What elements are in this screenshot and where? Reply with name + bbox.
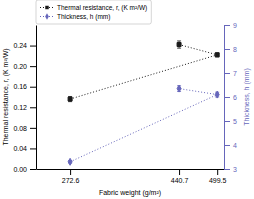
- tick: 0.16: [13, 83, 36, 90]
- legend: Thermal resistance, r, (K m²/W)Thickness…: [36, 0, 151, 24]
- tick-mark: [70, 169, 71, 175]
- tick: 0.08: [13, 125, 36, 132]
- y2-axis: 3 4 5 6 7 8 9: [224, 22, 237, 173]
- tick: 7: [224, 70, 237, 77]
- tick: 5: [224, 118, 237, 125]
- x-axis: 272.6 499.5 440.7: [37, 169, 227, 184]
- y2-axis-title: Thickness, h (mm): [243, 68, 251, 126]
- tick-mark: [30, 107, 36, 108]
- series: [68, 41, 219, 102]
- point: [177, 85, 181, 92]
- tick: 6: [224, 94, 237, 101]
- legend-box: [36, 0, 151, 24]
- y-axis-title: Thermal resistance, r, (K m²/W): [2, 48, 10, 145]
- tick-label: 440.7: [171, 177, 189, 184]
- tick-mark: [224, 169, 230, 170]
- tick-mark: [179, 169, 180, 175]
- tick-mark: [224, 145, 230, 146]
- tick-mark: [224, 49, 230, 50]
- tick-label: 5: [233, 118, 237, 125]
- axis-line: [37, 169, 225, 170]
- tick-mark: [30, 87, 36, 88]
- point: [68, 158, 72, 165]
- tick-label: 0.20: [13, 63, 27, 70]
- tick-mark: [30, 128, 36, 129]
- error-bar: [177, 86, 181, 92]
- tick-label: 0.16: [13, 83, 27, 90]
- tick-mark: [224, 97, 230, 98]
- y-axis: 0.00 0.04 0.08 0.12 0.16 0.20 0.24: [13, 26, 36, 173]
- point: [68, 97, 72, 101]
- tick-label: 4: [233, 142, 237, 149]
- tick-label: 7: [233, 70, 237, 77]
- tick-mark: [30, 169, 36, 170]
- tick-mark: [30, 46, 36, 47]
- x-axis-title: Fabric weight (g/m²): [99, 189, 161, 197]
- series-line: [70, 89, 217, 162]
- legend-marker: [45, 13, 49, 19]
- tick-label: 499.5: [209, 177, 227, 184]
- legend-label: Thickness, h (mm): [57, 13, 110, 21]
- tick-label: 0.24: [13, 42, 27, 49]
- tick-label: 6: [233, 94, 237, 101]
- axis-line: [36, 26, 37, 170]
- tick: 499.5: [209, 169, 227, 184]
- tick: 0.24: [13, 42, 36, 49]
- tick-label: 272.6: [62, 177, 80, 184]
- tick: 9: [224, 22, 237, 29]
- tick-mark: [30, 66, 36, 67]
- point: [215, 91, 219, 98]
- legend-item: Thermal resistance, r, (K m²/W): [40, 4, 147, 12]
- tick-label: 3: [233, 166, 237, 173]
- tick: 440.7: [171, 169, 189, 184]
- legend-label: Thermal resistance, r, (K m²/W): [57, 4, 147, 12]
- tick-label: 0.12: [13, 104, 27, 111]
- tick: 3: [224, 166, 237, 173]
- tick-label: 8: [233, 46, 237, 53]
- tick: 4: [224, 142, 237, 149]
- tick: 272.6: [62, 169, 80, 184]
- tick: 0.04: [13, 145, 36, 152]
- tick-mark: [224, 73, 230, 74]
- tick-mark: [224, 25, 230, 26]
- error-bar: [215, 53, 219, 57]
- point: [177, 43, 181, 47]
- tick-label: 0.04: [13, 145, 27, 152]
- chart-container: 272.6499.5440.70.000.040.080.120.160.200…: [0, 0, 254, 199]
- tick-mark: [30, 148, 36, 149]
- tick-mark: [224, 121, 230, 122]
- tick: 0.20: [13, 63, 36, 70]
- plot-marks: [68, 41, 219, 165]
- tick-label: 0.00: [13, 166, 27, 173]
- legend-marker: [45, 6, 48, 9]
- tick-label: 0.08: [13, 125, 27, 132]
- series-line: [70, 45, 217, 100]
- tick: 8: [224, 46, 237, 53]
- series: [68, 85, 219, 165]
- error-bar: [68, 96, 72, 101]
- tick-mark: [217, 169, 218, 175]
- point: [215, 53, 219, 57]
- tick: 0.00: [13, 166, 36, 173]
- tick: 0.12: [13, 104, 36, 111]
- error-bar: [177, 41, 181, 48]
- legend-item: Thickness, h (mm): [40, 13, 110, 21]
- tick-label: 9: [233, 22, 237, 29]
- chart-svg: 272.6499.5440.70.000.040.080.120.160.200…: [0, 0, 254, 199]
